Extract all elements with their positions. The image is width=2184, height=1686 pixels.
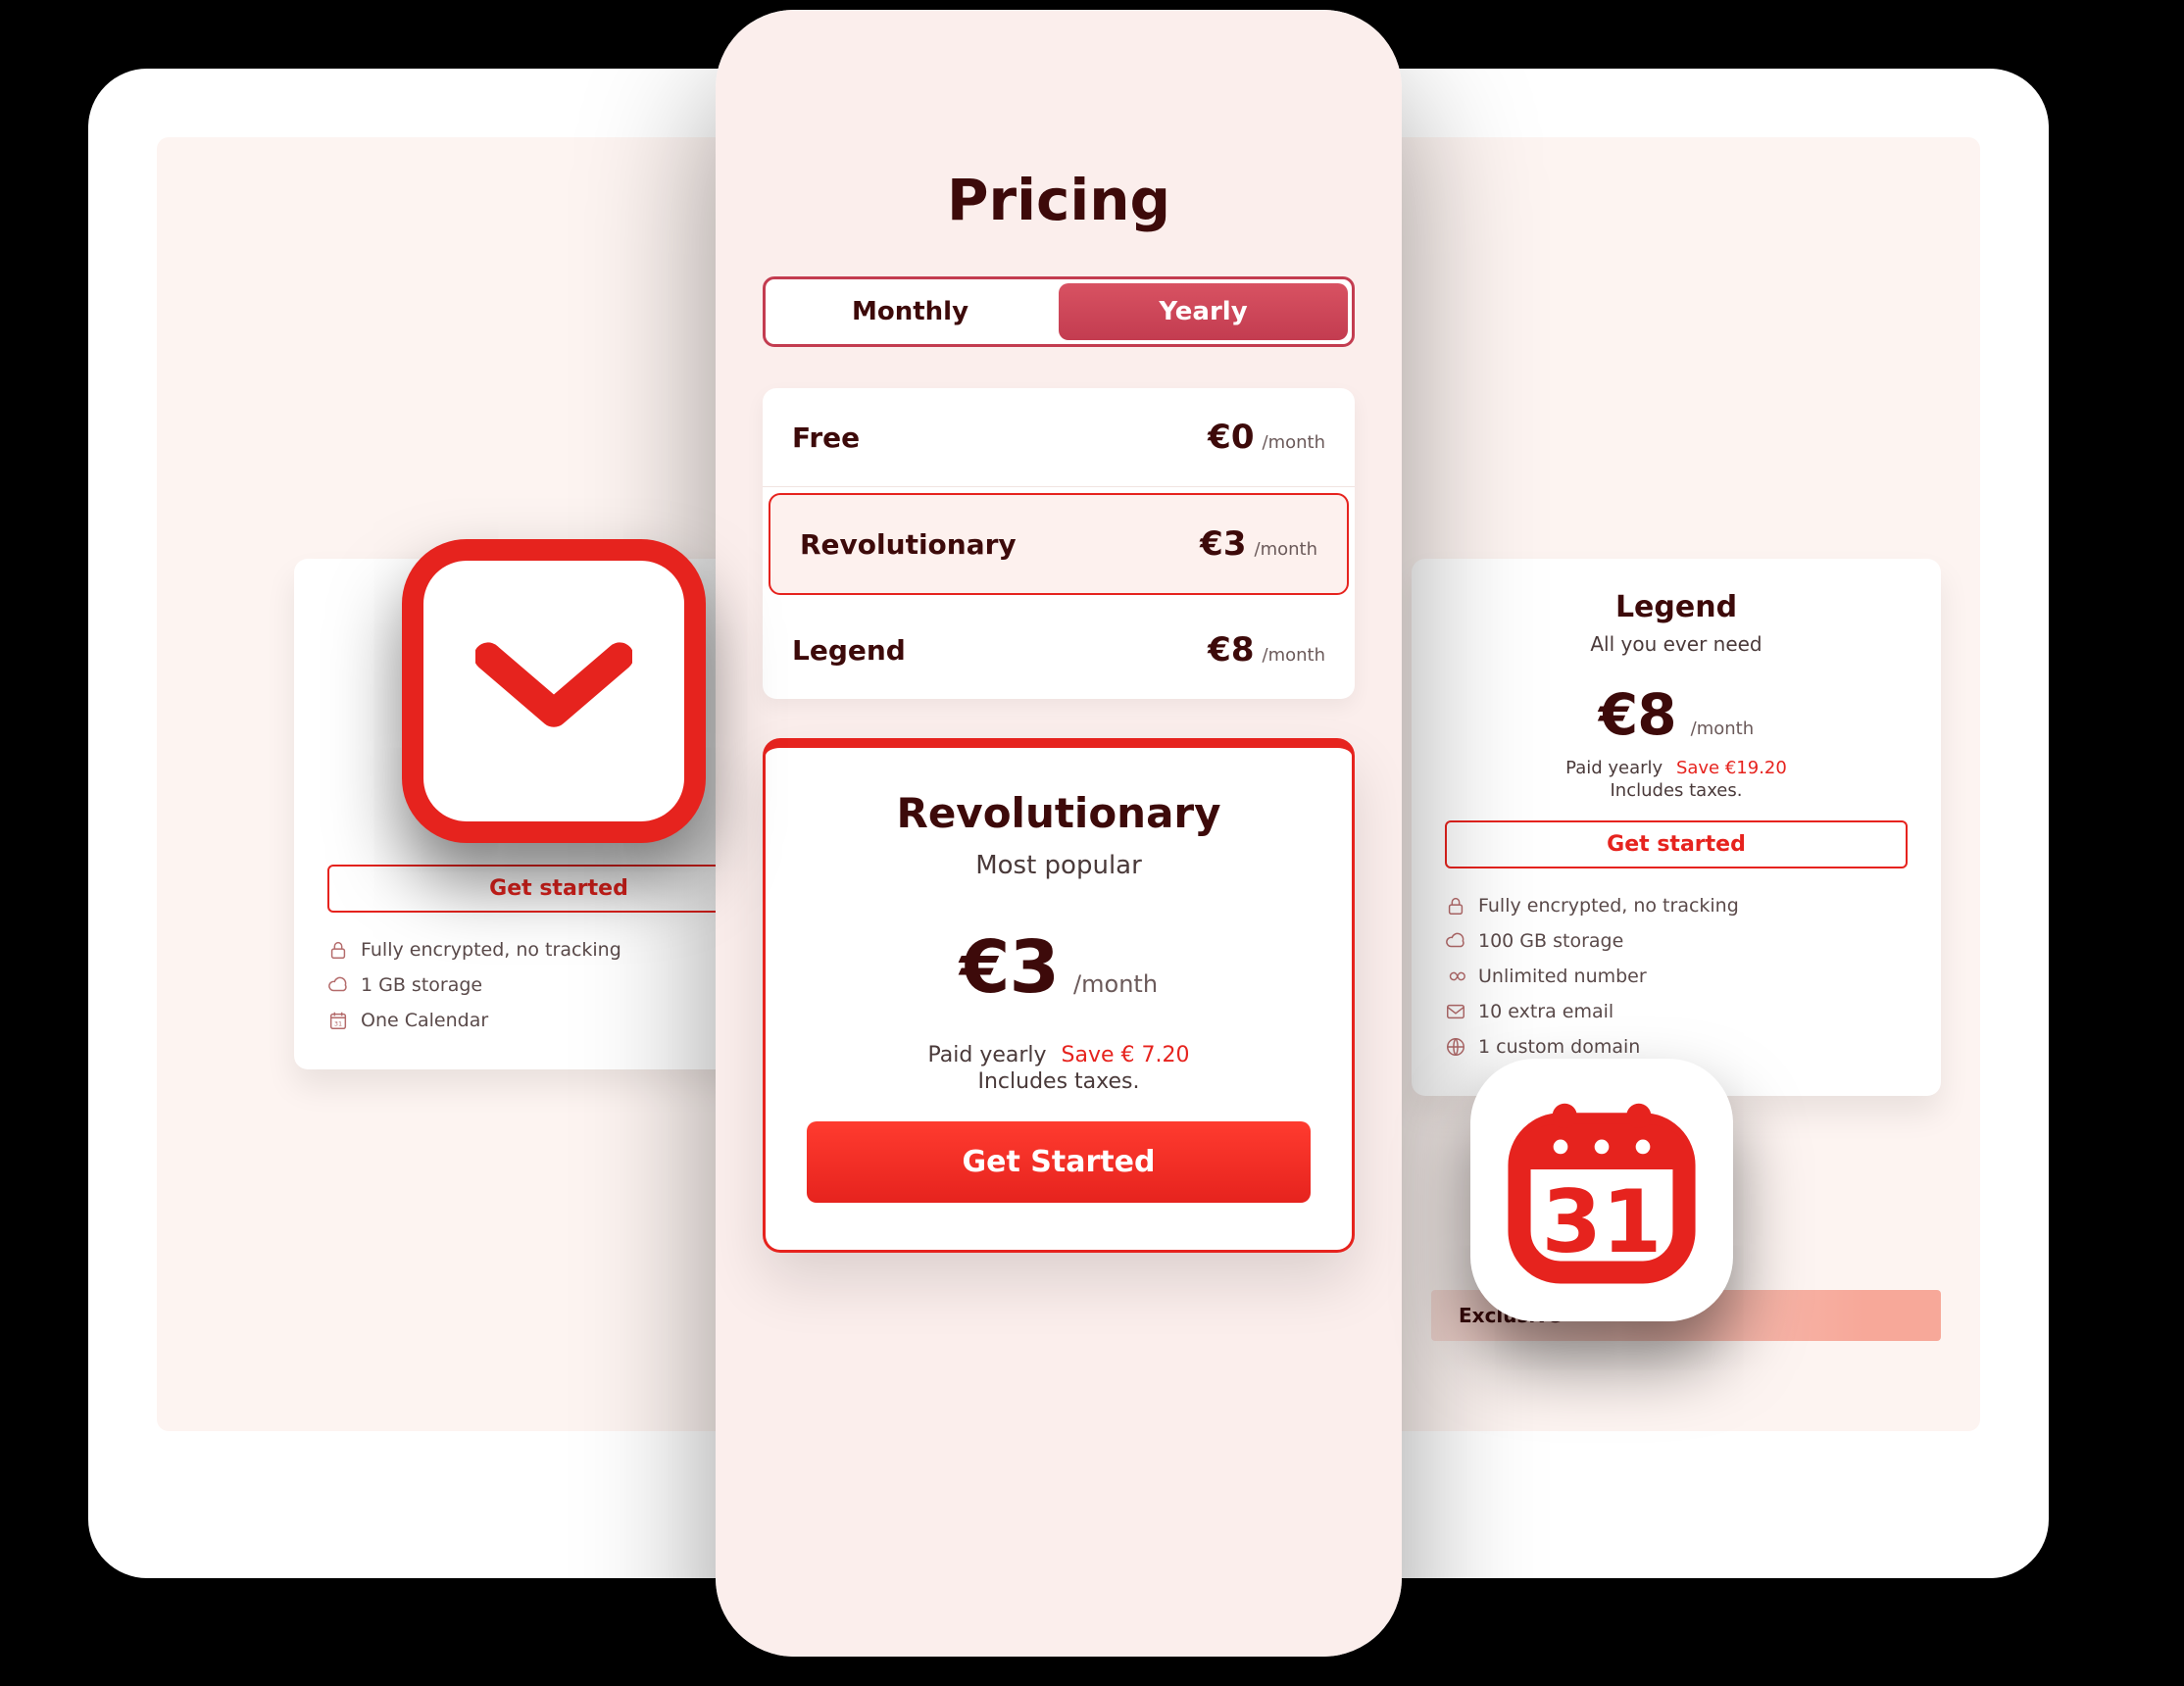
feature-item: Fully encrypted, no tracking [1445,888,1908,923]
feature-text: Fully encrypted, no tracking [361,939,621,961]
detail-save: Save € 7.20 [1062,1043,1190,1067]
tier-period: /month [1263,432,1326,453]
tier-price: €3 /month [1200,524,1317,564]
feature-text: Fully encrypted, no tracking [1478,895,1739,917]
calendar-app-icon: 31 [1470,1059,1733,1321]
cloud-icon [327,974,349,996]
tier-name: Legend [792,634,906,667]
get-started-button-legend[interactable]: Get started [1445,820,1908,868]
taxes-note: Includes taxes. [1445,780,1908,801]
detail-name: Revolutionary [807,789,1311,837]
svg-text:31: 31 [334,1020,342,1028]
feature-item: 10 extra email [1445,994,1908,1029]
tier-name: Free [792,422,860,454]
cloud-icon [1445,930,1466,952]
phone-panel: Pricing Monthly Yearly Free €0 /month Re… [716,10,1402,1657]
tier-revolutionary[interactable]: Revolutionary €3 /month [769,493,1349,595]
mail-icon [475,632,632,750]
tier-amount: €0 [1208,418,1254,457]
detail-taxes: Includes taxes. [807,1069,1311,1094]
infinity-icon [1445,966,1466,987]
feature-text: 1 custom domain [1478,1036,1640,1058]
paid-yearly-label: Paid yearly [1565,758,1663,778]
billing-toggle[interactable]: Monthly Yearly [763,276,1355,347]
tier-price: €0 /month [1208,418,1325,457]
calendar-small-icon: 31 [327,1010,349,1031]
calendar-day: 31 [1542,1171,1663,1272]
composition: Get started Fully encrypted, no tracking… [0,0,2184,1686]
mail-small-icon [1445,1001,1466,1022]
tier-free[interactable]: Free €0 /month [763,388,1355,487]
toggle-monthly[interactable]: Monthly [766,279,1055,344]
tier-list: Free €0 /month Revolutionary €3 /month L… [763,388,1355,699]
tier-period: /month [1255,539,1318,560]
feature-item: Unlimited number [1445,959,1908,994]
tier-amount: €3 [1200,524,1246,564]
detail-tagline: Most popular [807,851,1311,880]
feature-text: Unlimited number [1478,966,1647,987]
tier-amount: €8 [1208,630,1254,669]
page-title: Pricing [763,167,1355,233]
lock-icon [1445,895,1466,917]
lock-icon [327,939,349,961]
calendar-icon: 31 [1499,1087,1705,1293]
plan-detail-card: Revolutionary Most popular €3 /month Pai… [763,738,1355,1253]
feature-text: 100 GB storage [1478,930,1623,952]
plan-card-legend: Legend All you ever need €8 /month Paid … [1412,559,1941,1096]
save-amount: Save €19.20 [1676,758,1787,778]
globe-icon [1445,1036,1466,1058]
paid-yearly-line: Paid yearly Save €19.20 [1445,758,1908,778]
get-started-button-detail[interactable]: Get Started [807,1121,1311,1203]
feature-item: 100 GB storage [1445,923,1908,959]
detail-price: €3 /month [807,925,1311,1010]
detail-period: /month [1073,970,1158,998]
price-amount: €8 [1599,681,1676,748]
toggle-yearly[interactable]: Yearly [1059,283,1348,340]
price-period: /month [1691,719,1755,739]
plan-price: €8 /month [1445,681,1908,748]
feature-text: 1 GB storage [361,974,482,996]
plan-tagline: All you ever need [1445,632,1908,656]
plan-legend-features: Fully encrypted, no tracking 100 GB stor… [1445,888,1908,1065]
tier-price: €8 /month [1208,630,1325,669]
plan-name: Legend [1445,590,1908,624]
tier-period: /month [1263,645,1326,666]
phone-content: Pricing Monthly Yearly Free €0 /month Re… [716,10,1402,1657]
feature-text: 10 extra email [1478,1001,1613,1022]
feature-text: One Calendar [361,1010,488,1031]
detail-paid-yearly: Paid yearly Save € 7.20 [807,1043,1311,1067]
tier-legend[interactable]: Legend €8 /month [763,601,1355,699]
paid-yearly-label: Paid yearly [927,1043,1046,1067]
tier-name: Revolutionary [800,528,1017,561]
detail-amount: €3 [960,925,1059,1010]
mail-app-icon [402,539,706,843]
